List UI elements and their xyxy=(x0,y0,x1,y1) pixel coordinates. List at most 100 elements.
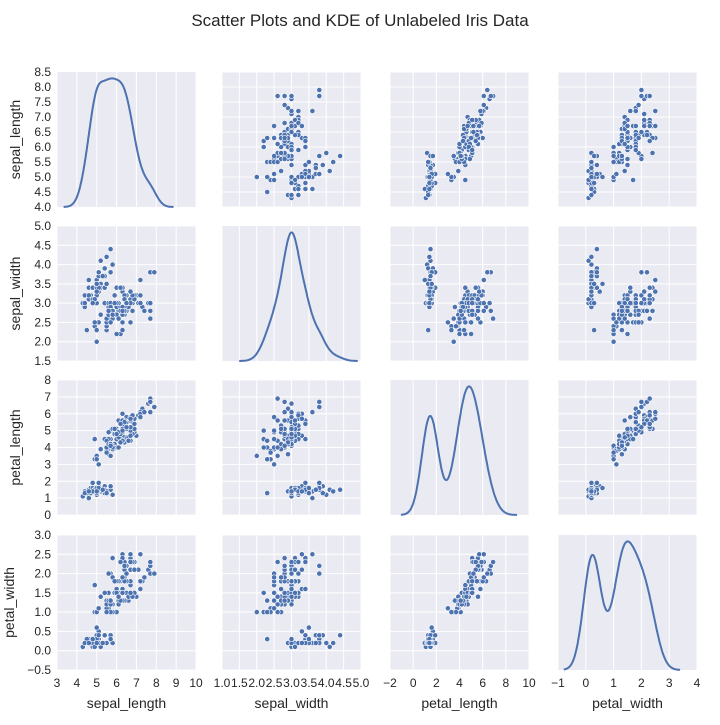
scatter-point xyxy=(288,425,295,432)
scatter-point xyxy=(312,640,319,646)
scatter-point xyxy=(281,597,288,604)
scatter-point xyxy=(621,315,628,322)
scatter-point xyxy=(95,269,102,276)
panel-background xyxy=(57,72,196,207)
scatter-point xyxy=(115,593,122,600)
scatter-point xyxy=(596,288,603,295)
scatter-point xyxy=(281,135,288,141)
scatter-point xyxy=(91,436,98,442)
scatter-point xyxy=(264,437,271,444)
scatter-point xyxy=(480,300,487,306)
panel-sepal_length-vs-petal_width xyxy=(557,71,698,208)
x-tick-label: 3.5 xyxy=(301,676,318,690)
scatter-point xyxy=(288,636,295,642)
scatter-point xyxy=(426,253,433,260)
y-tick-label: 4.0 xyxy=(34,258,51,272)
y-tick-label: 8.5 xyxy=(34,65,51,79)
x-tick-label: 0 xyxy=(582,676,589,690)
panel-petal_length-vs-sepal_width xyxy=(221,379,362,516)
scatter-point xyxy=(635,135,642,141)
scatter-point xyxy=(115,315,122,322)
scatter-point xyxy=(285,451,291,458)
scatter-point xyxy=(298,628,305,635)
scatter-point xyxy=(326,644,333,650)
scatter-point xyxy=(127,415,134,422)
x-tick-label: 2.5 xyxy=(266,676,283,690)
scatter-point xyxy=(632,419,639,426)
scatter-point xyxy=(309,551,316,558)
scatter-point xyxy=(330,488,337,495)
scatter-point xyxy=(644,132,650,138)
scatter-point xyxy=(285,405,291,412)
scatter-point xyxy=(638,93,645,99)
x-tick-label: 1 xyxy=(610,676,617,690)
scatter-point xyxy=(652,123,659,129)
scatter-point xyxy=(271,123,277,129)
scatter-point xyxy=(480,574,487,581)
scatter-point xyxy=(627,108,634,114)
scatter-point xyxy=(271,461,277,468)
scatter-point xyxy=(588,186,595,192)
scatter-point xyxy=(125,437,132,444)
scatter-point xyxy=(131,566,138,573)
panel-petal_width-vs-sepal_length xyxy=(56,534,197,671)
scatter-point xyxy=(99,640,106,646)
scatter-point xyxy=(616,300,623,306)
y-tick-label: 4 xyxy=(44,441,51,455)
scatter-point xyxy=(302,180,309,186)
y-tick-label: 4.5 xyxy=(34,238,51,252)
scatter-point xyxy=(641,123,648,129)
scatter-point xyxy=(480,102,487,108)
scatter-point xyxy=(646,292,653,299)
scatter-point xyxy=(457,597,464,604)
scatter-point xyxy=(616,432,623,439)
y-tick-label: 6 xyxy=(44,407,51,421)
y-tick-label: 7.0 xyxy=(34,110,51,124)
scatter-point xyxy=(599,174,606,180)
scatter-point xyxy=(147,315,154,322)
scatter-point xyxy=(117,284,124,291)
scatter-point xyxy=(472,559,479,565)
scatter-point xyxy=(271,574,277,581)
scatter-point xyxy=(107,483,114,490)
y-tick-label: 2.5 xyxy=(34,315,51,329)
y-tick-label: 8.0 xyxy=(34,80,51,94)
scatter-point xyxy=(594,269,600,276)
scatter-point xyxy=(444,319,451,326)
scatter-point xyxy=(274,609,281,615)
scatter-point xyxy=(288,601,295,608)
scatter-point xyxy=(470,570,477,577)
scatter-point xyxy=(337,632,343,639)
scatter-point xyxy=(119,590,126,596)
scatter-point xyxy=(281,93,288,99)
scatter-point xyxy=(93,624,100,631)
scatter-point xyxy=(119,319,126,326)
scatter-point xyxy=(91,319,98,326)
scatter-point xyxy=(316,153,323,159)
scatter-point xyxy=(137,551,144,558)
y-tick-label: 0 xyxy=(44,508,51,522)
scatter-point xyxy=(93,456,100,463)
scatter-point xyxy=(594,479,600,486)
scatter-point xyxy=(652,409,659,415)
scatter-point xyxy=(147,307,154,314)
scatter-point xyxy=(644,307,650,314)
scatter-point xyxy=(271,153,277,159)
scatter-point xyxy=(316,87,323,93)
scatter-point xyxy=(591,327,597,333)
scatter-point xyxy=(624,319,631,326)
scatter-point xyxy=(109,261,116,268)
scatter-point xyxy=(641,117,648,123)
scatter-point xyxy=(469,311,476,318)
scatter-point xyxy=(453,323,459,330)
scatter-point xyxy=(111,578,118,585)
scatter-point xyxy=(264,636,271,642)
scatter-point xyxy=(428,280,435,287)
scatter-point xyxy=(81,300,88,306)
scatter-point xyxy=(588,192,595,198)
scatter-point xyxy=(107,319,114,326)
scatter-point xyxy=(119,410,126,417)
scatter-point xyxy=(599,280,606,287)
scatter-point xyxy=(281,590,288,596)
